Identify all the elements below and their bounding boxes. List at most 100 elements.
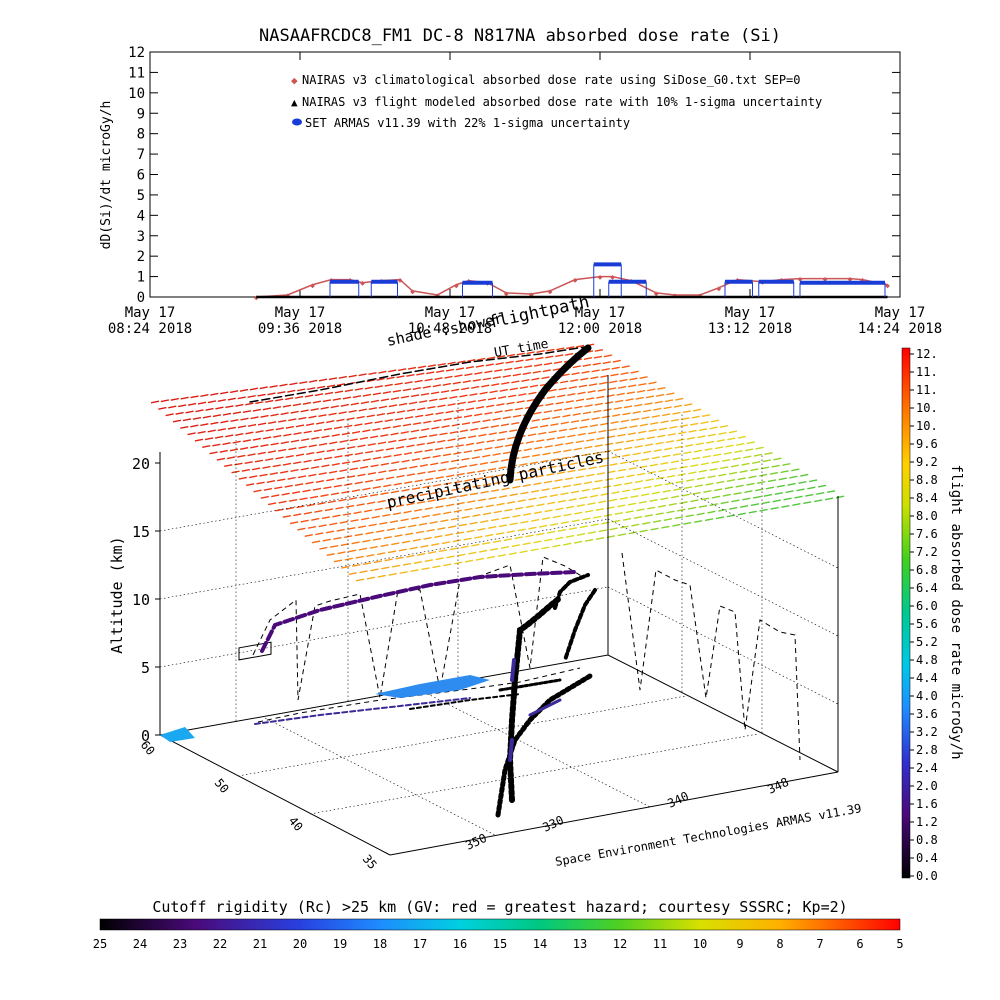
rigidity-dash xyxy=(611,491,620,495)
rigidity-dash xyxy=(477,357,486,361)
z-ticks: 0 5 10 15 20 xyxy=(132,455,160,745)
rigidity-dash xyxy=(358,408,367,412)
rigidity-dash xyxy=(451,488,460,492)
rigidity-dash xyxy=(467,359,476,363)
rigidity-dash xyxy=(482,483,492,487)
rigidity-dash xyxy=(642,521,651,525)
rigidity-dash xyxy=(496,403,505,407)
rigidity-dash xyxy=(541,488,550,492)
rigidity-dash xyxy=(514,366,523,370)
rigidity-dash xyxy=(575,398,585,402)
rigidity-dash xyxy=(552,515,561,519)
rigidity-dash xyxy=(698,504,708,508)
rigidity-dash xyxy=(675,397,684,401)
rigidity-dash xyxy=(515,506,524,510)
rigidity-dash xyxy=(565,534,575,538)
rigidity-dash xyxy=(351,489,361,493)
rigidity-dash xyxy=(444,533,454,537)
rigidity-dash xyxy=(246,483,255,487)
rigidity-dash xyxy=(342,512,352,516)
rigidity-dash xyxy=(244,461,253,465)
rigidity-dash xyxy=(271,494,280,498)
rigidity-dash xyxy=(368,372,377,375)
rigidity-dash xyxy=(660,461,669,465)
bottom-colorbar-gradient xyxy=(99,918,901,931)
rigidity-dash xyxy=(682,410,691,414)
rigidity-dash xyxy=(519,550,528,554)
rigidity-dash xyxy=(311,517,320,521)
rigidity-dash xyxy=(554,443,564,447)
rigidity-dash xyxy=(374,385,383,389)
rigidity-dash xyxy=(698,469,708,473)
right-colorbar-gradient xyxy=(901,347,911,879)
rigidity-dash xyxy=(591,416,600,420)
x-tick-label-date: May 17 xyxy=(725,305,776,321)
rigidity-dash xyxy=(443,563,452,567)
rigidity-dash xyxy=(509,387,518,391)
latitude-tick-label: 50 xyxy=(212,776,232,796)
rigidity-dash xyxy=(587,502,596,506)
rigidity-dash xyxy=(657,386,666,390)
rigidity-dash xyxy=(336,476,345,480)
rigidity-dash xyxy=(583,481,593,485)
rigidity-dash xyxy=(469,521,478,525)
rigidity-dash xyxy=(344,424,353,428)
rigidity-dash xyxy=(256,481,265,485)
rigidity-dash xyxy=(312,400,322,404)
rigidity-dash xyxy=(536,503,545,507)
rigidity-dash xyxy=(584,404,593,408)
rigidity-dash xyxy=(575,475,584,479)
rigidity-dash xyxy=(545,403,554,407)
rigidity-dash xyxy=(562,414,571,418)
rigidity-dash xyxy=(752,495,762,499)
rigidity-dash xyxy=(512,485,521,489)
rigidity-dash xyxy=(461,515,470,519)
rigidity-dash xyxy=(578,384,588,388)
rigidity-dash xyxy=(511,421,520,425)
rigidity-dash xyxy=(579,496,588,500)
rigidity-dash xyxy=(579,425,588,429)
rigidity-dash xyxy=(334,455,343,459)
rigidity-dash xyxy=(417,552,426,556)
rigidity-dash xyxy=(362,458,371,462)
rigidity-dash xyxy=(239,446,249,450)
rigidity-dash xyxy=(601,415,611,419)
bottom-colorbar-ticks: 25 24 23 22 21 20 19 18 17 16 15 14 13 12 11 10 9 8 7 6 5 xyxy=(93,937,904,951)
rigidity-dash xyxy=(556,347,565,351)
rigidity-dash xyxy=(360,465,369,469)
rigidity-dash xyxy=(481,384,490,388)
rigidity-dash xyxy=(568,527,578,531)
rigidity-dash xyxy=(381,566,390,570)
rigidity-dash xyxy=(396,474,405,478)
x-tick-label-time: 08:24 2018 xyxy=(108,321,192,337)
rigidity-dash xyxy=(406,444,415,448)
rigidity-dash xyxy=(500,458,509,462)
rigidity-dash xyxy=(698,428,708,432)
rigidity-dash xyxy=(586,397,595,401)
rigidity-dash xyxy=(657,504,667,508)
rigidity-dash xyxy=(385,476,395,480)
rigidity-dash xyxy=(525,534,534,538)
right-tick-label: 8.8 xyxy=(916,473,938,487)
rigidity-dash xyxy=(521,455,530,459)
rigidity-dash xyxy=(544,538,553,542)
rigidity-dash xyxy=(245,431,254,435)
rigidity-dash xyxy=(664,482,673,486)
rigidity-dash xyxy=(349,467,358,471)
rigidity-dash xyxy=(772,499,781,503)
right-colorbar-ticks: 12. 11. 11. 10. 10. 9.6 9.2 8.8 8.4 8.0 7.6 7.2 6.8 6… xyxy=(910,347,938,883)
rigidity-dash xyxy=(320,406,329,410)
rigidity-dash xyxy=(321,516,330,520)
rigidity-dash xyxy=(741,462,750,466)
rigidity-dash xyxy=(546,395,556,399)
y-tick-label: 1 xyxy=(137,270,145,286)
rigidity-dash xyxy=(536,532,545,536)
rigidity-dash xyxy=(304,394,314,398)
rigidity-dash xyxy=(479,549,488,553)
rigidity-dash xyxy=(541,417,551,421)
rigidity-dash xyxy=(463,450,472,454)
rigidity-dash xyxy=(577,432,586,436)
rigidity-dash xyxy=(670,418,680,422)
rigidity-dash xyxy=(661,525,670,529)
